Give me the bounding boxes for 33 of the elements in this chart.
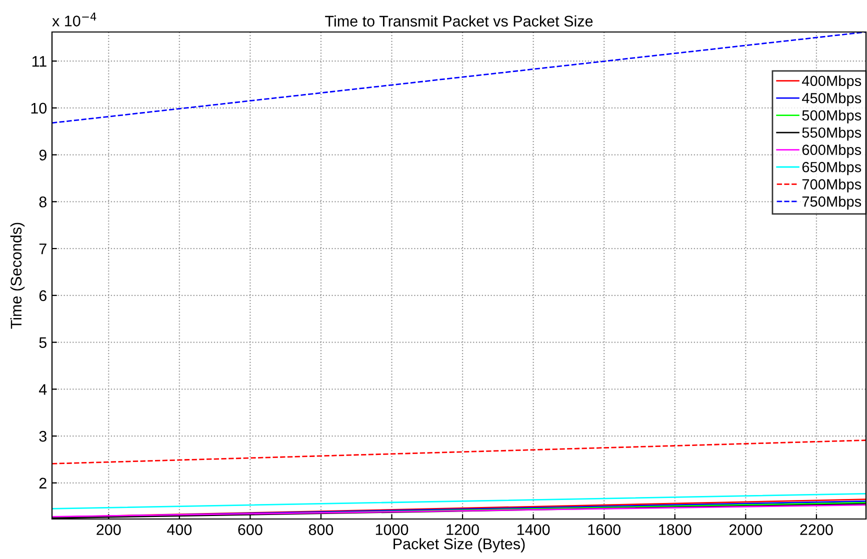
y-tick-label: 2	[39, 478, 46, 488]
text: x 10$^{−4}$	[52, 12, 96, 26]
y-tick-label: 6	[39, 290, 46, 302]
x-tick-label: 1200	[446, 524, 479, 536]
x-tick-label: 2000	[729, 524, 762, 536]
y-tick-label: 11	[32, 56, 46, 67]
legend-label: 700Mbps	[802, 178, 862, 192]
x-tick-label: 400	[167, 524, 192, 536]
x-tick-label: 1000	[376, 524, 408, 536]
x-axis-title: Packet Size (Bytes)	[394, 538, 525, 552]
legend-label: 450Mbps	[802, 92, 862, 106]
x-tick-label: 800	[308, 524, 334, 536]
y-tick-label: 8	[39, 196, 46, 208]
legend-label: 750Mbps	[802, 196, 862, 210]
x-tick-label: 1600	[588, 524, 620, 536]
y-axis-title: Time (Seconds)	[10, 222, 25, 329]
legend-label: 500Mbps	[802, 110, 862, 124]
y-tick-label: 4	[38, 384, 47, 395]
y-tick-label: 5	[39, 337, 46, 348]
legend-label: 600Mbps	[802, 144, 862, 158]
legend-label: 550Mbps	[802, 127, 862, 141]
x-tick-label: 200	[96, 524, 121, 536]
x-tick-label: 600	[238, 524, 262, 536]
y-tick-label: 9	[39, 150, 46, 160]
y-tick-label: 10	[31, 102, 47, 114]
legend-label: 650Mbps	[802, 162, 862, 176]
x-tick-label: 1800	[659, 524, 692, 536]
x-tick-label: 2200	[800, 524, 833, 536]
y-tick-label: 3	[39, 430, 46, 442]
chart-title: Time to Transmit Packet vs Packet Size	[325, 15, 593, 27]
x-tick-label: 1400	[517, 524, 550, 536]
legend-label: 400Mbps	[802, 75, 862, 89]
y-tick-label: 7	[39, 244, 46, 254]
